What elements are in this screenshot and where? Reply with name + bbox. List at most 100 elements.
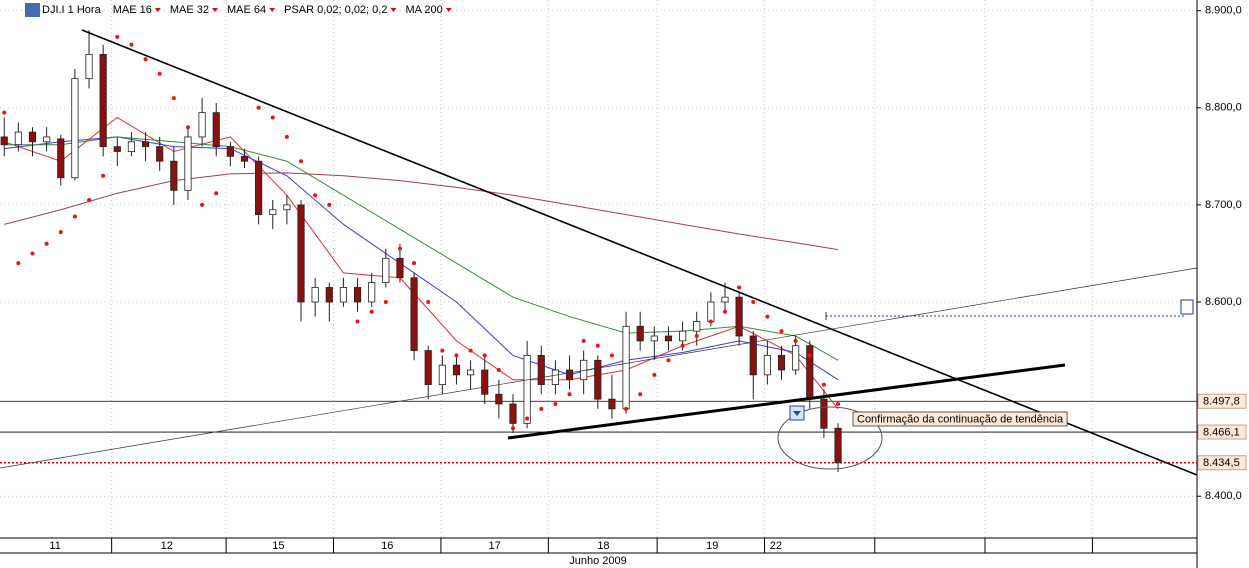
annotation-box	[852, 411, 1068, 427]
candle-body	[311, 287, 319, 303]
candle-body	[269, 209, 277, 216]
level-badge	[1197, 455, 1247, 471]
legend-entry: MA 200	[405, 4, 442, 16]
psar-dot	[185, 125, 190, 130]
level-label: 8.466,1	[1203, 426, 1240, 438]
psar-dot	[694, 334, 699, 339]
candle-body	[735, 296, 743, 337]
psar-dot	[482, 353, 487, 358]
candle-body	[382, 257, 390, 283]
candle-body	[509, 403, 517, 424]
candle-body	[184, 136, 192, 191]
psar-dot	[708, 319, 713, 324]
psar-dot	[327, 202, 332, 207]
candle-body	[763, 355, 771, 376]
highlight-ellipse	[777, 406, 883, 470]
candle-body	[240, 155, 249, 162]
candle-body	[14, 131, 22, 146]
candle-body	[777, 355, 786, 371]
candle-body	[71, 78, 79, 179]
trend-line	[0, 267, 1198, 469]
candle-body	[0, 136, 8, 146]
psar-dot	[468, 348, 473, 353]
psar-dot	[793, 338, 798, 343]
legend-entry: MAE 32	[170, 4, 209, 16]
candle-body	[325, 287, 333, 303]
grid	[0, 0, 1197, 538]
legend-entry: MAE 16	[113, 4, 152, 16]
legend-arrow	[211, 8, 218, 12]
candle-body	[368, 282, 376, 303]
level-label: 8.497,8	[1203, 396, 1240, 408]
candle-body	[410, 277, 418, 351]
x-tick-label: 12	[161, 540, 173, 552]
candle-body	[594, 359, 602, 400]
candle-body	[297, 204, 305, 303]
candle-body	[679, 330, 687, 342]
candle-body	[721, 296, 729, 303]
candle-body	[255, 160, 263, 216]
psar-dot	[143, 57, 148, 62]
y-tick-label: 8.700,0	[1205, 199, 1242, 211]
psar-dot	[397, 246, 402, 251]
psar-dot	[567, 392, 572, 397]
candle-body	[170, 160, 178, 191]
psar-dot	[426, 300, 431, 305]
psar-dot	[511, 426, 515, 431]
psar-dot	[383, 300, 388, 305]
psar-dot	[779, 329, 784, 334]
legend-arrow	[390, 8, 397, 12]
psar-dot	[525, 416, 530, 421]
psar-dot	[284, 134, 289, 139]
indicator-line	[4, 172, 839, 251]
psar-dot	[539, 406, 544, 411]
psar-dot	[595, 343, 600, 348]
candle-body	[424, 350, 432, 385]
y-tick-label: 8.900,0	[1205, 5, 1242, 17]
psar-dot	[581, 338, 586, 343]
trend-line	[507, 363, 1066, 440]
psar-dot	[412, 261, 417, 266]
psar-dot	[313, 193, 318, 198]
candle-body	[495, 393, 503, 405]
psar-dot	[836, 401, 841, 406]
x-tick-label: 18	[597, 540, 609, 552]
candle-body	[622, 325, 630, 410]
psar-dot	[171, 96, 176, 101]
candle-body	[283, 204, 291, 211]
candle-body	[565, 369, 574, 381]
psar-dot	[680, 343, 685, 348]
psar-dot	[722, 309, 727, 314]
candle-body	[693, 321, 701, 332]
candle-body	[353, 287, 362, 303]
y-tick-label: 8.800,0	[1205, 102, 1242, 114]
candle-body	[438, 364, 446, 385]
psar-dot	[58, 230, 63, 235]
marker-icon	[1180, 299, 1194, 315]
candle-body	[28, 131, 37, 143]
candle-body	[141, 141, 150, 148]
psar-dot	[16, 261, 21, 266]
candle-body	[664, 335, 673, 342]
candle-body	[537, 355, 545, 385]
psar-dot	[624, 406, 629, 411]
psar-dot	[214, 191, 219, 196]
candle-body	[551, 369, 559, 385]
psar-dot	[765, 314, 770, 319]
psar-dot	[609, 353, 614, 358]
candle-body	[113, 146, 121, 152]
candle-body	[57, 138, 65, 179]
candle-body	[650, 335, 658, 342]
x-tick-label: 15	[272, 540, 284, 552]
y-tick-label: 8.400,0	[1205, 490, 1242, 502]
candle-body	[43, 136, 51, 143]
psar-dot	[129, 42, 134, 47]
signal-marker	[793, 411, 801, 416]
plot-area	[0, 30, 842, 472]
psar-dot	[454, 353, 459, 358]
x-tick-label: 16	[381, 540, 393, 552]
candle-body	[792, 345, 800, 371]
psar-dot	[751, 300, 756, 305]
